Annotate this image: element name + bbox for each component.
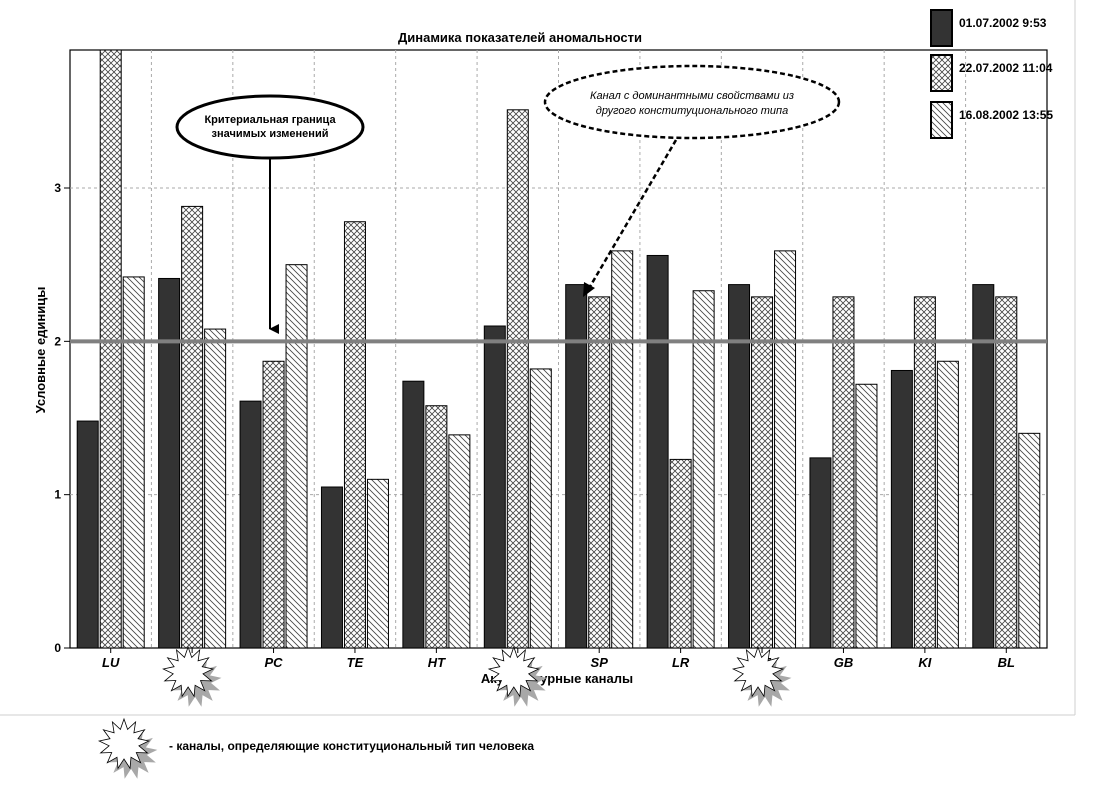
bar-sp-series-2 [588,296,611,649]
bar-sp-series-1 [565,284,588,649]
x-tick-label-bl: BL [998,655,1015,670]
x-tick-label-te: TE [347,655,364,670]
bar-si-series-2 [506,109,529,649]
bar-pc-series-2 [262,360,285,649]
bar-bl-series-2 [995,296,1018,649]
x-tick-label-ht: HT [428,655,446,670]
bar-ki-series-2 [913,296,936,649]
x-tick-label-gb: GB [834,655,854,670]
starburst-outline [162,645,215,698]
channel-callout-line-2: другого конституционального типа [596,105,788,117]
y-tick-label: 0 [54,641,61,655]
bar-sp-series-3 [611,250,634,649]
bar-ht-series-1 [402,380,425,649]
bar-st-series-2 [751,296,774,649]
bar-lr-series-2 [669,458,692,649]
bar-si-series-1 [483,325,506,649]
bar-si-series-3 [529,368,552,649]
starburst-icon-st [731,645,792,707]
bar-ki-series-1 [890,369,913,649]
bar-gb-series-1 [809,457,832,649]
criterion-callout [175,94,365,160]
legend-label-1: 01.07.2002 9:53 [959,16,1047,30]
channel-callout-line-1: Канал с доминантными свойствами из [590,90,794,102]
bar-li-series-3 [204,328,227,649]
y-axis-label: Условные единицы [33,287,48,414]
bar-te-series-1 [320,486,343,649]
bars [76,49,1041,649]
footnote-text: - каналы, определяющие конституциональны… [169,739,534,753]
starburst-icon-li [162,645,222,707]
bar-pc-series-1 [239,400,262,649]
constitutional-channel-markers [162,645,792,707]
bar-ht-series-2 [425,405,448,649]
x-tick-label-ki: KI [918,655,931,670]
bar-st-series-3 [774,250,797,649]
channel-callout [543,64,841,140]
criterion-callout-line-2: значимых изменений [212,128,329,140]
channel-arrow [586,139,678,291]
legend-swatch-1 [930,9,953,47]
bar-li-series-2 [181,205,204,649]
legend-label-3: 16.08.2002 13:55 [959,108,1053,122]
x-tick-label-lr: LR [672,655,690,670]
legend: 01.07.2002 9:53 22.07.2002 11:04 16.08.200… [930,9,1053,139]
x-tick-label-sp: SP [591,655,609,670]
x-tick-label-lu: LU [102,655,120,670]
bar-gb-series-3 [855,383,878,649]
starburst-outline [731,645,785,698]
starburst-icon [97,717,158,779]
legend-label-2: 22.07.2002 11:04 [959,61,1053,75]
starburst-icon-legend [97,717,158,779]
bar-ki-series-3 [936,360,959,649]
criterion-callout-line-1: Критериальная граница [204,114,336,126]
bar-te-series-3 [366,478,389,649]
starburst-outline [97,717,151,770]
x-tick-labels: LULIPCTEHTSISPLRSTGBKIBL [102,648,1015,670]
bar-ht-series-3 [448,434,471,649]
starburst-icon-si [487,645,548,707]
bar-st-series-1 [728,284,751,649]
starburst-outline [487,645,540,698]
bar-lr-series-1 [646,254,669,649]
legend-swatch-2 [930,54,953,92]
bar-lr-series-3 [692,290,715,649]
x-tick-label-pc: PC [265,655,284,670]
legend-swatch-3 [930,101,953,139]
bar-lu-series-3 [122,276,145,649]
bar-li-series-1 [158,277,181,649]
channel-arrow-head [583,282,595,297]
bar-pc-series-3 [285,264,308,649]
footnote: - каналы, определяющие конституциональны… [97,717,534,779]
bar-lu-series-2 [99,49,122,649]
bar-lu-series-1 [76,420,99,649]
y-tick-label: 3 [54,181,61,195]
bar-bl-series-3 [1018,432,1041,649]
y-tick-labels: 0 1 2 3 [54,181,70,655]
bar-te-series-2 [343,221,366,649]
bar-bl-series-1 [972,284,995,649]
chart-title: Динамика показателей аномальности [398,30,642,45]
bar-gb-series-2 [832,296,855,649]
y-tick-label: 2 [54,334,61,348]
y-tick-label: 1 [54,488,61,502]
